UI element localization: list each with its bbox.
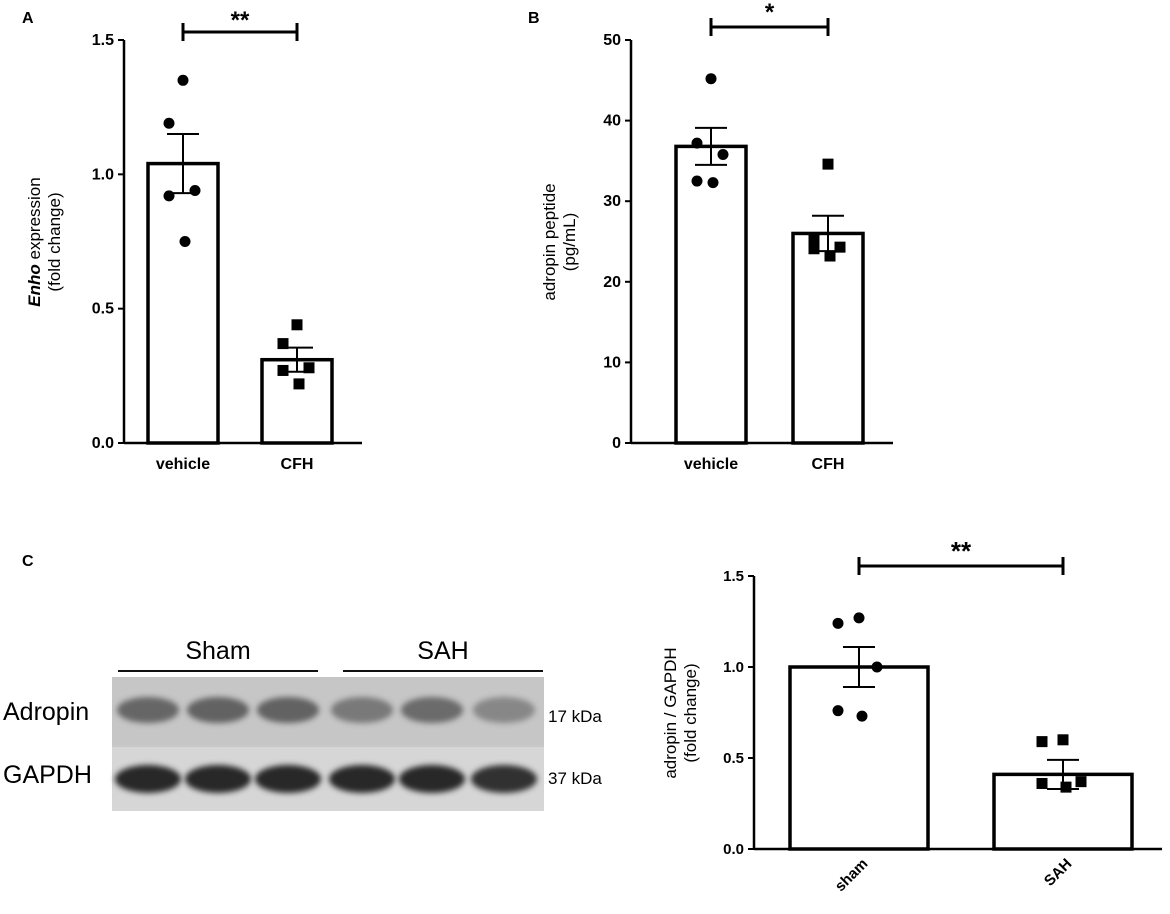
y-axis-label-line2: (pg/mL) xyxy=(560,213,579,272)
data-point xyxy=(705,73,717,85)
y-tick-label: 0.5 xyxy=(92,301,114,318)
blot-row-adropin xyxy=(112,677,544,745)
bar-cfh xyxy=(260,357,334,445)
panel-letter-a: A xyxy=(22,10,34,27)
y-axis-label-line2: (fold change) xyxy=(45,192,64,291)
data-point xyxy=(179,236,191,247)
bar-sham xyxy=(788,665,930,851)
data-point xyxy=(871,661,883,673)
data-point xyxy=(1060,781,1072,793)
bar-cfh xyxy=(791,231,865,445)
data-point xyxy=(293,378,305,390)
significance-stars: * xyxy=(765,0,775,26)
data-point xyxy=(1057,734,1069,746)
y-axis-label: adropin / GAPDH xyxy=(661,647,680,778)
data-point xyxy=(163,117,175,129)
y-tick-label: 1.0 xyxy=(92,166,114,183)
panel-letter-b: B xyxy=(528,10,540,27)
blot-band xyxy=(401,697,463,723)
y-axis-label-gene: Enho xyxy=(25,264,44,307)
x-category-label: sham xyxy=(832,855,872,895)
blot-group-line-sah xyxy=(343,670,543,672)
panel-letter-c: C xyxy=(22,553,34,570)
blot-row-label-adropin: Adropin xyxy=(3,698,90,726)
blot-band xyxy=(255,765,321,793)
blot-band xyxy=(257,697,319,723)
y-axis-label: Enho expression xyxy=(25,177,44,306)
data-point xyxy=(691,137,703,149)
blot-band xyxy=(117,697,179,723)
blot-row-gapdh xyxy=(112,747,544,811)
blot-band xyxy=(473,697,535,723)
blot-size-label-adropin: 17 kDa xyxy=(548,707,602,726)
x-category-label: vehicle xyxy=(684,456,738,473)
data-point xyxy=(808,243,820,255)
blot-band xyxy=(185,765,251,793)
y-tick-label: 1.5 xyxy=(92,32,114,49)
x-category-label: CFH xyxy=(281,456,314,473)
blot-size-label-gapdh: 37 kDa xyxy=(548,769,602,788)
data-point xyxy=(853,612,865,624)
data-point xyxy=(824,250,836,262)
y-tick-label: 0.0 xyxy=(92,435,114,452)
y-tick-label: 1.5 xyxy=(723,568,744,585)
blot-band xyxy=(187,697,249,723)
blot-image xyxy=(112,677,544,811)
blot-group-label-sham: Sham xyxy=(185,637,251,665)
y-axis-label-line2: (fold change) xyxy=(681,663,700,762)
data-point xyxy=(177,74,189,86)
bar-vehicle xyxy=(146,161,220,445)
data-point xyxy=(717,148,729,160)
significance-stars: ** xyxy=(231,7,250,34)
chart-c: 0.0 0.5 1.0 1.5 adropin / GAPDH (fold change)… xyxy=(661,536,1162,895)
chart-b: 0 10 20 30 40 50 adropin peptide (pg/mL) vehicle… xyxy=(540,0,893,473)
data-point xyxy=(832,617,844,629)
data-point xyxy=(303,362,315,374)
data-point xyxy=(834,241,846,253)
blot-band xyxy=(331,697,393,723)
bar-vehicle xyxy=(674,144,748,445)
significance-stars: ** xyxy=(951,536,972,566)
y-tick-label: 1.0 xyxy=(723,659,744,676)
data-point xyxy=(163,190,175,202)
data-point xyxy=(1075,776,1087,788)
x-category-label: CFH xyxy=(812,456,845,473)
data-point xyxy=(691,175,703,187)
data-point xyxy=(822,158,834,170)
blot-band xyxy=(329,765,395,793)
data-point xyxy=(1036,777,1048,789)
chart-a: 0.0 0.5 1.0 1.5 Enho expression (fold change)… xyxy=(25,7,362,473)
y-tick-label: 20 xyxy=(603,274,621,291)
x-category-label: SAH xyxy=(1041,855,1075,889)
blot-row-label-gapdh: GAPDH xyxy=(3,761,92,789)
data-point xyxy=(832,705,844,717)
blot-band xyxy=(399,765,465,793)
y-tick-label: 30 xyxy=(603,193,621,210)
data-point xyxy=(808,234,820,246)
data-point xyxy=(707,177,719,189)
y-tick-label: 0.5 xyxy=(723,750,744,767)
x-category-label: vehicle xyxy=(156,456,210,473)
data-point xyxy=(189,184,201,196)
y-tick-label: 10 xyxy=(603,354,621,371)
y-axis-label-text: expression xyxy=(25,177,44,264)
y-tick-label: 50 xyxy=(603,32,621,49)
y-tick-label: 40 xyxy=(603,113,621,130)
blot-band xyxy=(115,765,181,793)
blot-group-label-sah: SAH xyxy=(417,637,469,665)
data-point xyxy=(856,710,868,722)
y-tick-label: 0 xyxy=(612,435,621,452)
data-point xyxy=(277,364,289,376)
blot-band xyxy=(471,765,537,793)
data-point xyxy=(277,338,289,350)
y-axis-label: adropin peptide xyxy=(540,183,559,300)
y-tick-label: 0.0 xyxy=(723,841,744,858)
blot-group-line-sham xyxy=(118,670,318,672)
data-point xyxy=(1036,736,1048,748)
data-point xyxy=(291,319,303,331)
